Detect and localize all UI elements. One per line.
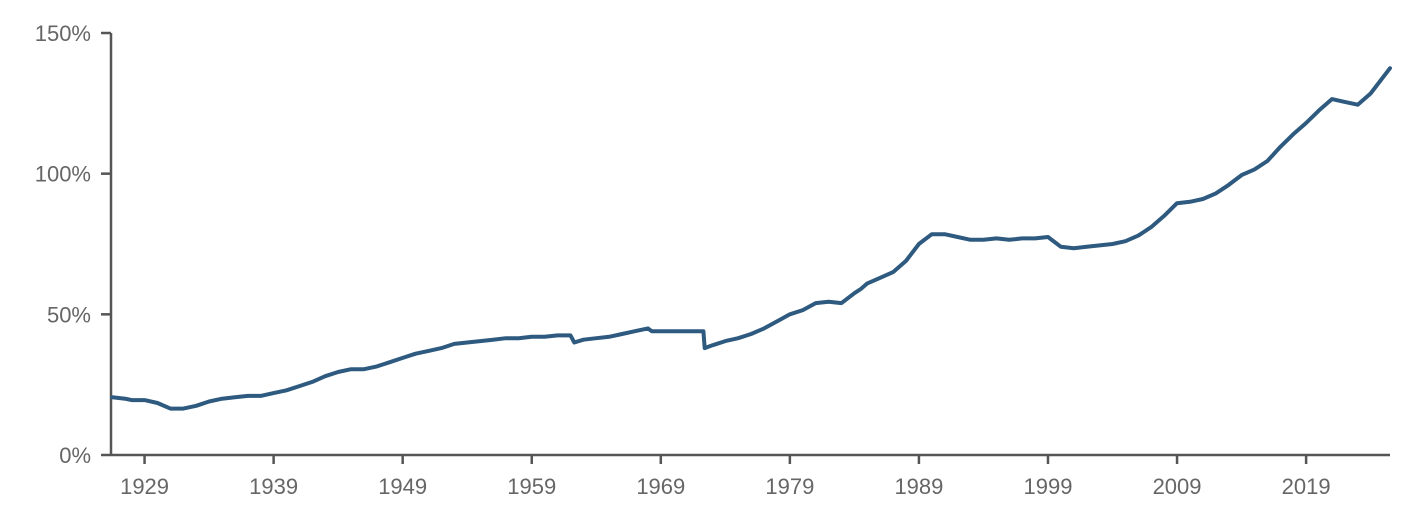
x-tick-label: 2009 [1153,474,1202,499]
y-tick-label: 50% [47,302,91,327]
x-tick-label: 1929 [120,474,169,499]
y-tick-label: 150% [35,21,91,46]
y-tick-label: 100% [35,162,91,187]
x-tick-label: 1979 [765,474,814,499]
series-layer [110,66,1392,411]
x-tick-label: 1959 [507,474,556,499]
y-axis-ticks: 0% 50% 100% 150% [35,21,111,468]
y-tick-label: 0% [59,443,91,468]
x-tick-label: 1999 [1024,474,1073,499]
x-axis-ticks: 1929 1939 1949 1959 1969 1979 1989 1999 2009 2019 [120,455,1331,499]
series-line [110,66,1392,411]
x-tick-label: 2019 [1282,474,1331,499]
x-tick-label: 1969 [636,474,685,499]
x-tick-label: 1939 [249,474,298,499]
x-tick-label: 1949 [378,474,427,499]
x-tick-label: 1989 [894,474,943,499]
